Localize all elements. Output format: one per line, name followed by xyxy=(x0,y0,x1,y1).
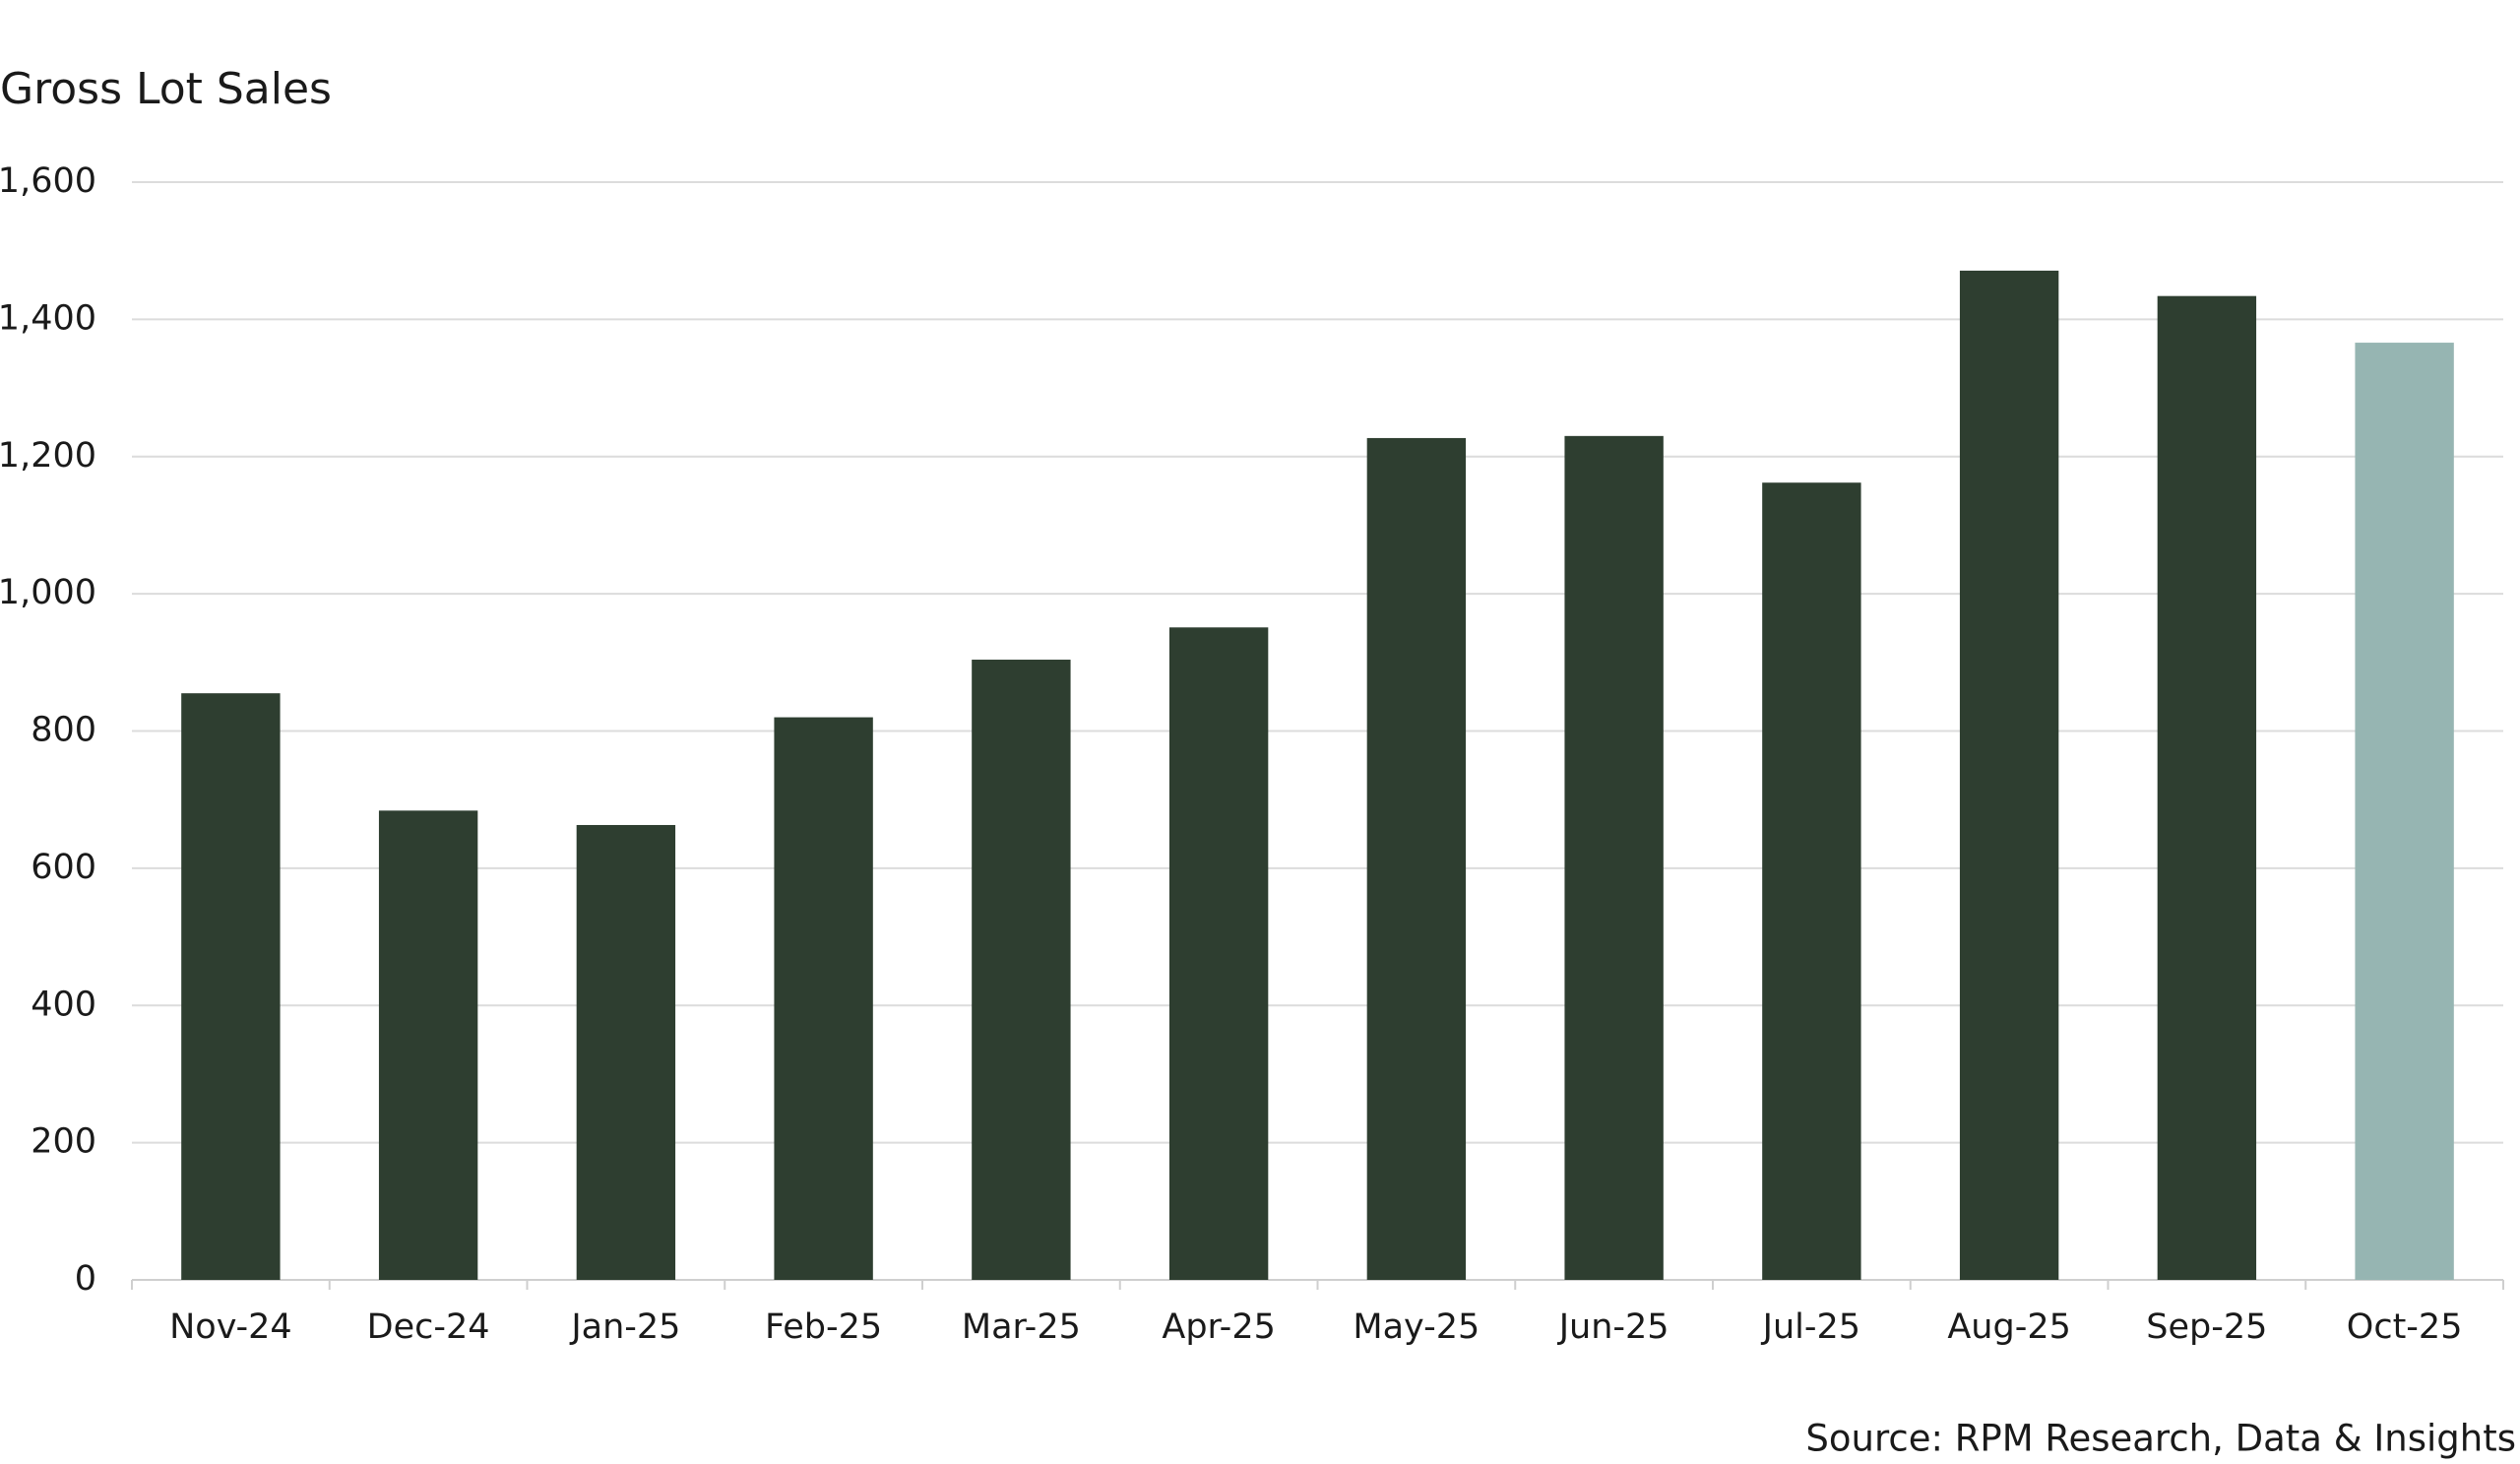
bar xyxy=(1168,627,1269,1280)
bar xyxy=(1762,482,1861,1280)
y-tick-label: 400 xyxy=(31,985,96,1024)
bar xyxy=(1959,270,2059,1281)
bar xyxy=(181,693,281,1280)
bar xyxy=(2157,295,2257,1280)
x-tick-label: Sep-25 xyxy=(2146,1307,2267,1347)
bar xyxy=(378,810,478,1280)
x-tick-label: Jun-25 xyxy=(1557,1307,1670,1347)
x-tick-label: Jul-25 xyxy=(1761,1307,1860,1347)
x-tick-label: Oct-25 xyxy=(2347,1307,2463,1347)
bar xyxy=(576,824,676,1280)
x-tick-label: Feb-25 xyxy=(765,1307,882,1347)
bar xyxy=(1564,435,1664,1280)
bar xyxy=(972,660,1071,1280)
x-tick-label: Apr-25 xyxy=(1162,1307,1275,1347)
bar xyxy=(1366,437,1467,1280)
y-tick-label: 1,000 xyxy=(0,573,96,612)
x-tick-label: May-25 xyxy=(1353,1307,1480,1347)
y-tick-label: 200 xyxy=(31,1122,96,1162)
y-tick-label: 1,400 xyxy=(0,298,96,338)
y-tick-label: 1,600 xyxy=(0,161,96,201)
y-tick-label: 1,200 xyxy=(0,436,96,476)
bar xyxy=(774,717,873,1280)
y-tick-label: 600 xyxy=(31,848,96,887)
source-note: Source: RPM Research, Data & Insights xyxy=(1805,1418,2516,1460)
chart-title: Gross Lot Sales xyxy=(0,64,332,114)
y-tick-label: 0 xyxy=(75,1259,96,1299)
x-tick-label: Jan-25 xyxy=(569,1307,680,1347)
y-tick-label: 800 xyxy=(31,711,96,750)
x-tick-label: Mar-25 xyxy=(962,1307,1081,1347)
x-tick-label: Nov-24 xyxy=(169,1307,292,1347)
x-tick-label: Aug-25 xyxy=(1947,1307,2071,1347)
bar xyxy=(2355,343,2454,1281)
x-tick-label: Dec-24 xyxy=(367,1307,490,1347)
